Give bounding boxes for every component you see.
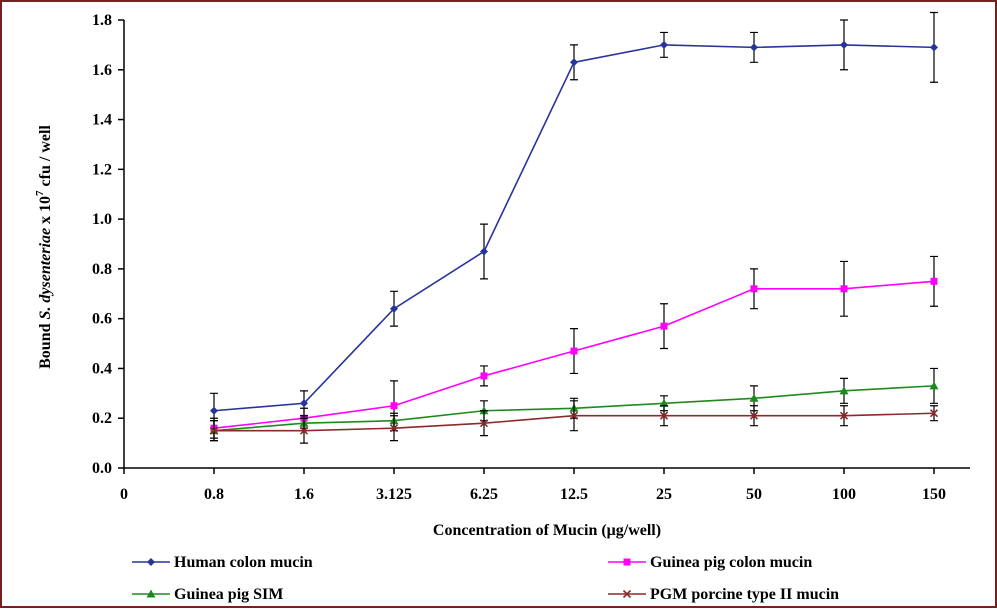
data-point	[749, 393, 759, 402]
series-layer	[209, 11, 939, 444]
x-axis-label: Concentration of Mucin (μg/well)	[433, 522, 661, 539]
data-point	[570, 58, 578, 67]
data-point	[299, 426, 309, 435]
y-tick-label: 0.8	[92, 261, 112, 278]
y-label-part4: cfu / well	[37, 125, 54, 191]
legend-item: Guinea pig colon mucin	[608, 554, 812, 571]
legend-item: Human colon mucin	[132, 554, 313, 571]
x-tick-label: 100	[832, 486, 856, 503]
data-point	[300, 399, 308, 408]
data-point	[750, 43, 758, 52]
x-tick-label: 0.8	[204, 486, 224, 503]
data-point	[929, 409, 939, 418]
data-point	[930, 43, 938, 52]
series-3	[209, 400, 939, 444]
data-point	[840, 40, 848, 49]
y-tick-label: 0.6	[92, 311, 112, 328]
y-label-italic: S. dysenteriae	[37, 228, 54, 320]
legend-marker	[623, 558, 631, 566]
axes	[123, 20, 970, 469]
data-point	[839, 411, 849, 420]
legend-label: PGM porcine type II mucin	[650, 586, 839, 603]
y-tick-label: 1.2	[92, 161, 112, 178]
data-point	[569, 411, 579, 420]
y-axis-label: Bound S. dysenteriae x 107 cfu / well	[34, 125, 54, 369]
legend-item: PGM porcine type II mucin	[608, 586, 839, 603]
data-point	[389, 424, 399, 433]
data-point	[209, 426, 219, 435]
data-point	[749, 411, 759, 420]
x-ticks: 0 0.8 1.6 3.125 6.25 12.5 25 50 100 150	[120, 468, 946, 503]
legend-marker	[147, 558, 155, 566]
data-point	[480, 247, 488, 256]
data-point	[929, 381, 939, 390]
y-ticks: 0.0 0.2 0.4 0.6 0.8 1.0 1.2 1.4 1.6 1.8	[92, 12, 124, 477]
data-point	[659, 411, 669, 420]
y-tick-label: 1.0	[92, 211, 112, 228]
y-tick-label: 1.6	[92, 62, 112, 79]
legend-marker	[622, 589, 632, 599]
y-label-part1: Bound	[37, 320, 54, 369]
legend-label: Human colon mucin	[174, 554, 313, 571]
data-point	[480, 372, 488, 380]
legend: Human colon mucin Guinea pig colon mucin G…	[132, 554, 839, 603]
data-point	[659, 398, 669, 407]
y-tick-label: 1.8	[92, 12, 112, 29]
legend-label: Guinea pig SIM	[174, 586, 283, 603]
data-point	[930, 277, 938, 285]
x-tick-label: 50	[746, 486, 762, 503]
x-tick-label: 3.125	[376, 486, 412, 503]
y-label-sup: 7	[34, 190, 46, 196]
data-point	[210, 406, 218, 415]
y-tick-label: 0.2	[92, 410, 112, 427]
data-point	[390, 304, 398, 313]
x-tick-label: 0	[120, 486, 128, 503]
data-point	[479, 419, 489, 428]
x-tick-label: 12.5	[560, 486, 588, 503]
y-tick-label: 0.4	[92, 360, 112, 377]
x-tick-label: 150	[922, 486, 946, 503]
x-tick-label: 6.25	[470, 486, 498, 503]
data-point	[750, 285, 758, 293]
x-tick-label: 1.6	[294, 486, 314, 503]
legend-label: Guinea pig colon mucin	[650, 554, 812, 571]
data-point	[660, 322, 668, 330]
data-point	[840, 285, 848, 293]
data-point	[660, 40, 668, 49]
y-tick-label: 0.0	[92, 460, 112, 477]
data-point	[839, 386, 849, 395]
x-tick-label: 25	[656, 486, 672, 503]
y-tick-label: 1.4	[92, 112, 112, 129]
legend-item: Guinea pig SIM	[132, 586, 283, 603]
legend-marker	[146, 589, 156, 598]
data-point	[390, 402, 398, 410]
y-label-part3: x 10	[37, 196, 54, 228]
data-point	[570, 347, 578, 355]
